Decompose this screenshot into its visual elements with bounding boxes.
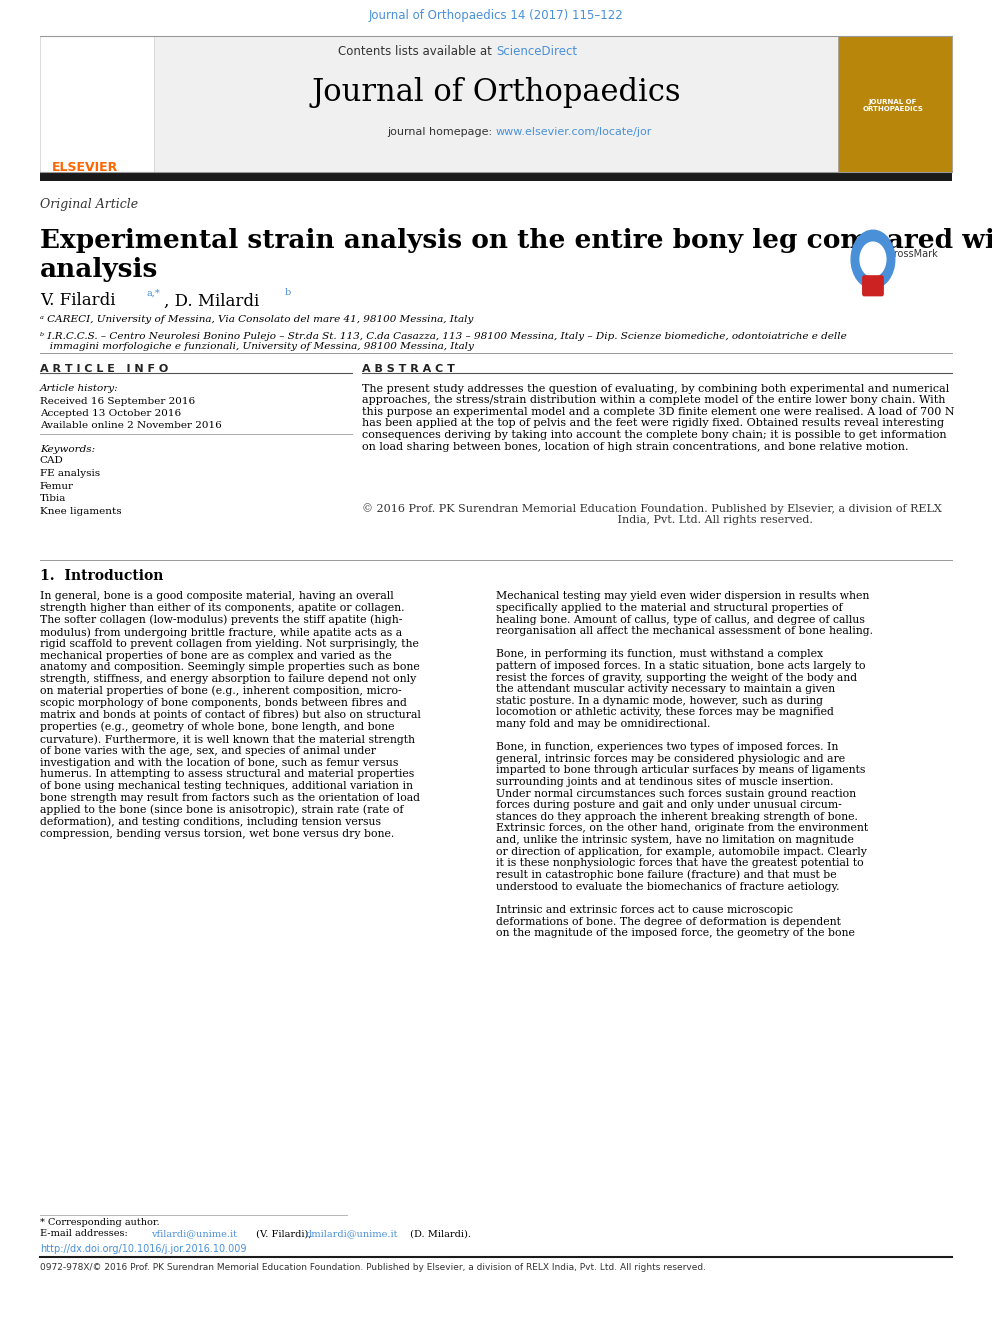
Text: a,*: a,*	[147, 288, 161, 298]
Circle shape	[860, 242, 886, 277]
Text: 0972-978X/© 2016 Prof. PK Surendran Memorial Education Foundation. Published by : 0972-978X/© 2016 Prof. PK Surendran Memo…	[40, 1263, 705, 1273]
FancyBboxPatch shape	[862, 275, 884, 296]
Text: ScienceDirect: ScienceDirect	[496, 45, 577, 58]
Text: JOURNAL OF
ORTHOPAEDICS: JOURNAL OF ORTHOPAEDICS	[862, 99, 924, 112]
Text: Journal of Orthopaedics 14 (2017) 115–122: Journal of Orthopaedics 14 (2017) 115–12…	[369, 9, 623, 22]
FancyBboxPatch shape	[838, 36, 952, 172]
Text: Journal of Orthopaedics: Journal of Orthopaedics	[311, 77, 681, 107]
Text: Tibia: Tibia	[40, 493, 66, 503]
Text: V. Filardi: V. Filardi	[40, 292, 115, 310]
Text: Contents lists available at: Contents lists available at	[338, 45, 496, 58]
Text: ᵇ I.R.C.C.S. – Centro Neurolesi Bonino Pulejo – Str.da St. 113, C.da Casazza, 11: ᵇ I.R.C.C.S. – Centro Neurolesi Bonino P…	[40, 332, 846, 352]
Text: CAD: CAD	[40, 456, 63, 466]
Text: CrossMark: CrossMark	[888, 249, 938, 259]
Text: www.elsevier.com/locate/jor: www.elsevier.com/locate/jor	[496, 127, 653, 138]
Text: Accepted 13 October 2016: Accepted 13 October 2016	[40, 409, 181, 418]
Text: http://dx.doi.org/10.1016/j.jor.2016.10.009: http://dx.doi.org/10.1016/j.jor.2016.10.…	[40, 1244, 246, 1254]
Text: (V. Filardi),: (V. Filardi),	[253, 1229, 314, 1238]
Text: * Corresponding author.: * Corresponding author.	[40, 1218, 160, 1228]
Text: vfilardi@unime.it: vfilardi@unime.it	[151, 1229, 237, 1238]
FancyBboxPatch shape	[40, 36, 154, 172]
Text: journal homepage:: journal homepage:	[387, 127, 496, 138]
Text: ELSEVIER: ELSEVIER	[52, 161, 118, 175]
Text: Keywords:: Keywords:	[40, 445, 95, 454]
Text: dmilardi@unime.it: dmilardi@unime.it	[306, 1229, 398, 1238]
Text: Experimental strain analysis on the entire bony leg compared with FE
analysis: Experimental strain analysis on the enti…	[40, 228, 992, 282]
Text: The present study addresses the question of evaluating, by combining both experi: The present study addresses the question…	[362, 384, 954, 451]
Text: © 2016 Prof. PK Surendran Memorial Education Foundation. Published by Elsevier, : © 2016 Prof. PK Surendran Memorial Educa…	[362, 503, 941, 525]
Text: b: b	[285, 288, 291, 298]
Text: ᵃ CARECI, University of Messina, Via Consolato del mare 41, 98100 Messina, Italy: ᵃ CARECI, University of Messina, Via Con…	[40, 315, 473, 324]
Text: Received 16 September 2016: Received 16 September 2016	[40, 397, 194, 406]
Text: Knee ligaments: Knee ligaments	[40, 507, 121, 516]
Text: Available online 2 November 2016: Available online 2 November 2016	[40, 421, 221, 430]
Text: 1.  Introduction: 1. Introduction	[40, 569, 163, 583]
Text: Mechanical testing may yield even wider dispersion in results when
specifically : Mechanical testing may yield even wider …	[496, 591, 873, 938]
Text: Original Article: Original Article	[40, 198, 138, 212]
Text: , D. Milardi: , D. Milardi	[164, 292, 259, 310]
Text: E-mail addresses:: E-mail addresses:	[40, 1229, 131, 1238]
Text: Article history:: Article history:	[40, 384, 118, 393]
Text: In general, bone is a good composite material, having an overall
strength higher: In general, bone is a good composite mat…	[40, 591, 421, 839]
FancyBboxPatch shape	[154, 36, 838, 172]
Circle shape	[851, 230, 895, 288]
Text: (D. Milardi).: (D. Milardi).	[407, 1229, 471, 1238]
Text: Femur: Femur	[40, 482, 73, 491]
Text: FE analysis: FE analysis	[40, 468, 100, 478]
Text: A R T I C L E   I N F O: A R T I C L E I N F O	[40, 364, 168, 374]
FancyBboxPatch shape	[40, 172, 952, 181]
Text: A B S T R A C T: A B S T R A C T	[362, 364, 455, 374]
